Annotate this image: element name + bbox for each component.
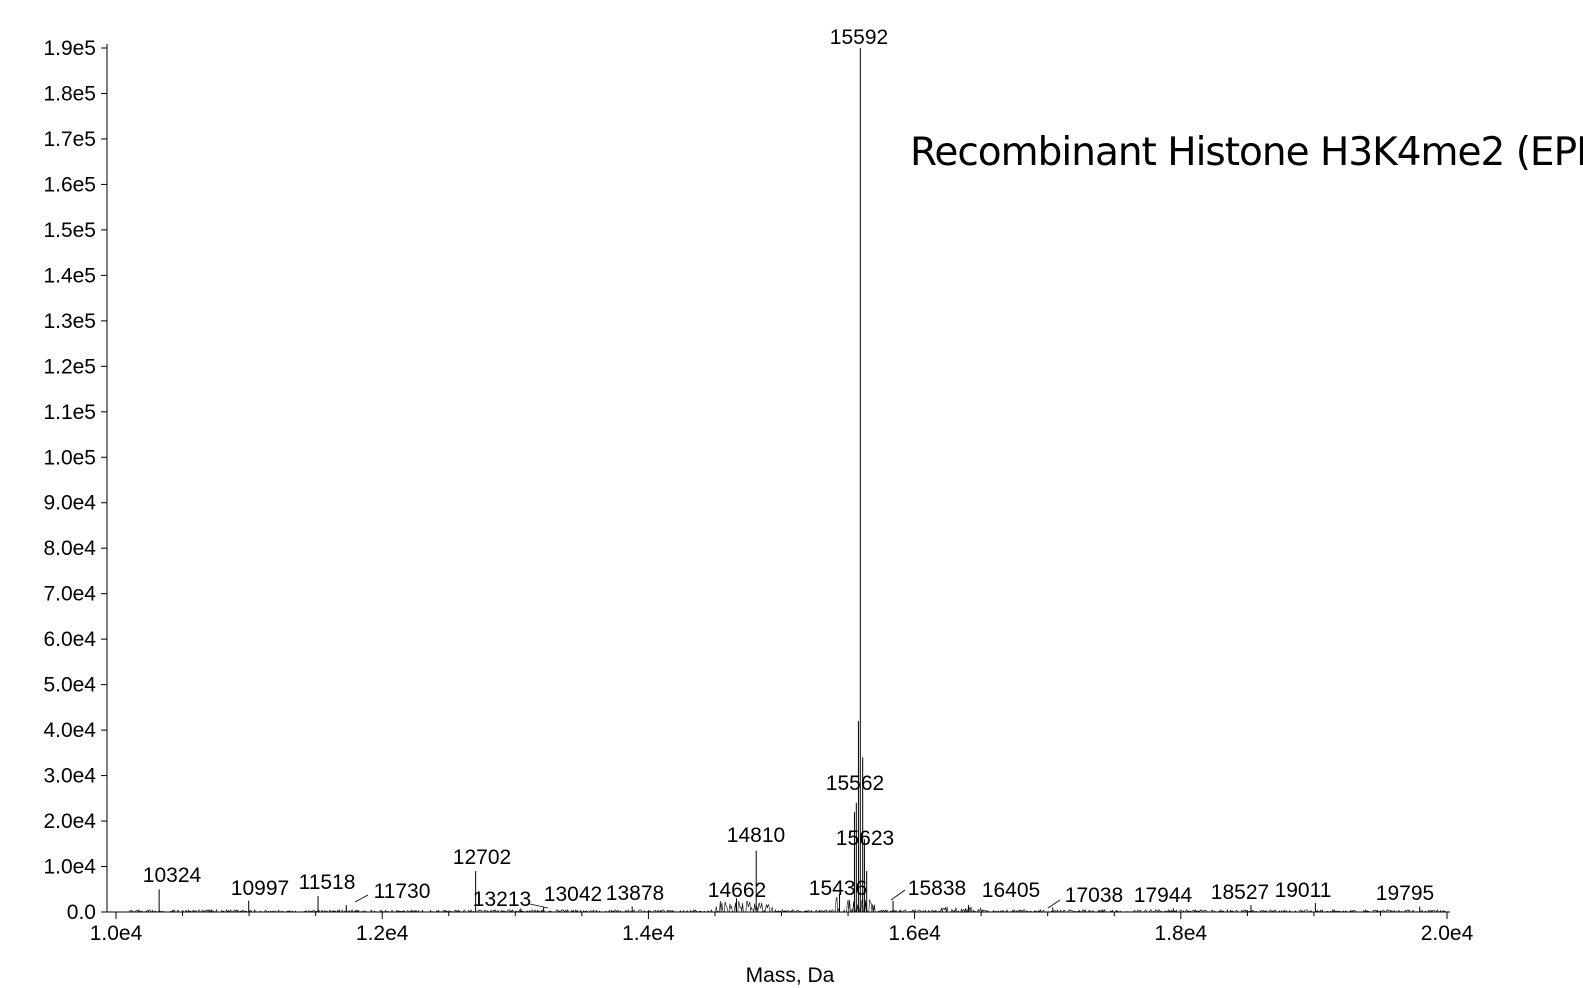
y-tick-label: 1.0e5 — [43, 446, 96, 469]
peak-label: 14662 — [708, 879, 766, 902]
spectrum-baseline-trace — [129, 896, 1447, 914]
peak-label: 11730 — [374, 880, 431, 903]
y-tick-label: 1.0e4 — [43, 856, 96, 879]
y-tick-label: 8.0e4 — [43, 537, 96, 560]
y-tick-label: 1.1e5 — [43, 401, 96, 424]
peak-label: 12702 — [453, 846, 511, 869]
peak-label: 16405 — [982, 879, 1040, 902]
y-tick-label: 6.0e4 — [43, 628, 96, 651]
peak-label: 10324 — [143, 864, 202, 887]
y-tick-label: 1.2e5 — [43, 355, 96, 378]
x-axis-title: Mass, Da — [746, 964, 835, 987]
peak-label: 15436 — [809, 877, 867, 900]
peak-label: 17944 — [1134, 884, 1193, 907]
y-tick-label: 1.3e5 — [43, 310, 96, 333]
peak-label: 10997 — [231, 877, 289, 900]
y-tick-label: 5.0e4 — [43, 674, 96, 697]
peak-label: 15562 — [826, 772, 884, 795]
peak-label: 13042 — [544, 883, 602, 906]
y-tick-label: 1.5e5 — [43, 219, 96, 242]
label-leader-line — [529, 903, 549, 909]
peak-label: 18527 — [1211, 881, 1269, 904]
x-tick-label: 2.0e4 — [1421, 922, 1474, 945]
y-tick-label: 1.7e5 — [43, 128, 96, 151]
peak-label: 15592 — [830, 26, 888, 49]
peak-label: 15623 — [836, 827, 894, 850]
y-tick-label: 1.6e5 — [43, 173, 96, 196]
label-leader-line — [354, 894, 369, 903]
label-leader-line — [1047, 899, 1061, 909]
y-tick-label: 0.0 — [67, 901, 96, 924]
x-tick-label: 1.4e4 — [622, 922, 675, 945]
y-tick-label: 2.0e4 — [43, 810, 96, 833]
x-tick-label: 1.0e4 — [90, 922, 143, 945]
peak-label: 17038 — [1065, 884, 1123, 907]
peak-label: 19795 — [1376, 882, 1434, 905]
x-tick-label: 1.2e4 — [356, 922, 409, 945]
peak-label: 13878 — [606, 882, 664, 905]
y-tick-label: 1.4e5 — [43, 264, 96, 287]
y-tick-label: 9.0e4 — [43, 492, 96, 515]
peak-label: 15838 — [908, 877, 966, 900]
y-tick-label: 1.9e5 — [43, 37, 96, 60]
y-tick-label: 3.0e4 — [43, 765, 96, 788]
peak-label: 19011 — [1275, 879, 1332, 902]
x-tick-label: 1.8e4 — [1155, 922, 1208, 945]
y-tick-label: 7.0e4 — [43, 583, 96, 606]
y-tick-label: 4.0e4 — [43, 719, 96, 742]
label-leader-line — [890, 889, 906, 901]
peak-label: 11518 — [299, 871, 356, 894]
peak-label: 14810 — [727, 824, 785, 847]
x-tick-label: 1.6e4 — [888, 922, 941, 945]
peak-label: 13213 — [473, 888, 531, 911]
chart-title: Recombinant Histone H3K4me2 (EPL) — [910, 130, 1583, 175]
y-tick-label: 1.8e5 — [43, 82, 96, 105]
